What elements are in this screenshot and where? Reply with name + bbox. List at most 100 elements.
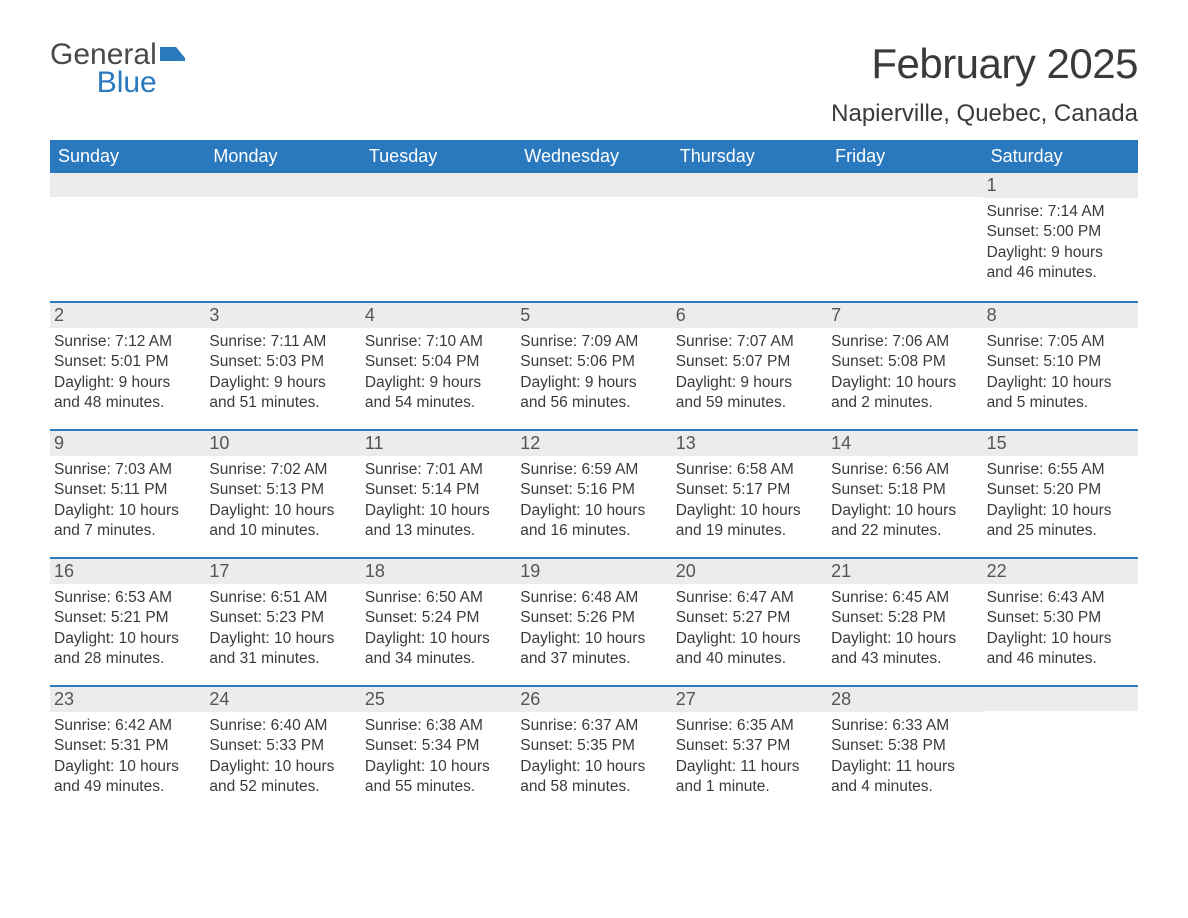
day-number-row: 8 xyxy=(983,303,1138,328)
day-sunset: Sunset: 5:33 PM xyxy=(209,736,352,756)
day-day2: and 5 minutes. xyxy=(987,393,1130,413)
title-block: February 2025 Napierville, Quebec, Canad… xyxy=(831,40,1138,136)
day-number: 2 xyxy=(54,305,64,325)
calendar-day: 24Sunrise: 6:40 AMSunset: 5:33 PMDayligh… xyxy=(205,687,360,813)
weekday-header: Wednesday xyxy=(516,140,671,173)
day-sunrise: Sunrise: 6:38 AM xyxy=(365,716,508,736)
day-number: 21 xyxy=(831,561,851,581)
calendar-day: 5Sunrise: 7:09 AMSunset: 5:06 PMDaylight… xyxy=(516,303,671,429)
day-sunrise: Sunrise: 7:09 AM xyxy=(520,332,663,352)
day-sunset: Sunset: 5:03 PM xyxy=(209,352,352,372)
day-number: 16 xyxy=(54,561,74,581)
day-number-row: 17 xyxy=(205,559,360,584)
day-number: 18 xyxy=(365,561,385,581)
day-sunrise: Sunrise: 6:45 AM xyxy=(831,588,974,608)
day-day2: and 4 minutes. xyxy=(831,777,974,797)
day-sunset: Sunset: 5:06 PM xyxy=(520,352,663,372)
calendar-day: 10Sunrise: 7:02 AMSunset: 5:13 PMDayligh… xyxy=(205,431,360,557)
day-number-row: 28 xyxy=(827,687,982,712)
day-day2: and 56 minutes. xyxy=(520,393,663,413)
day-number: 27 xyxy=(676,689,696,709)
day-day1: Daylight: 10 hours xyxy=(520,629,663,649)
day-sunrise: Sunrise: 6:33 AM xyxy=(831,716,974,736)
day-day2: and 25 minutes. xyxy=(987,521,1130,541)
day-sunrise: Sunrise: 6:55 AM xyxy=(987,460,1130,480)
calendar-day-empty xyxy=(672,173,827,301)
weekday-header: Saturday xyxy=(983,140,1138,173)
day-number-row xyxy=(205,173,360,197)
calendar-day: 13Sunrise: 6:58 AMSunset: 5:17 PMDayligh… xyxy=(672,431,827,557)
day-day2: and 2 minutes. xyxy=(831,393,974,413)
weekday-header: Friday xyxy=(827,140,982,173)
day-number-row: 10 xyxy=(205,431,360,456)
day-number-row xyxy=(827,173,982,197)
day-number-row xyxy=(50,173,205,197)
day-sunrise: Sunrise: 7:14 AM xyxy=(987,202,1130,222)
day-sunset: Sunset: 5:08 PM xyxy=(831,352,974,372)
day-day1: Daylight: 10 hours xyxy=(365,629,508,649)
calendar-day: 14Sunrise: 6:56 AMSunset: 5:18 PMDayligh… xyxy=(827,431,982,557)
day-day1: Daylight: 9 hours xyxy=(365,373,508,393)
calendar-day-empty xyxy=(205,173,360,301)
calendar-day: 11Sunrise: 7:01 AMSunset: 5:14 PMDayligh… xyxy=(361,431,516,557)
calendar-day: 18Sunrise: 6:50 AMSunset: 5:24 PMDayligh… xyxy=(361,559,516,685)
day-number-row: 1 xyxy=(983,173,1138,198)
day-sunrise: Sunrise: 6:53 AM xyxy=(54,588,197,608)
day-number: 3 xyxy=(209,305,219,325)
day-day2: and 28 minutes. xyxy=(54,649,197,669)
calendar-day: 7Sunrise: 7:06 AMSunset: 5:08 PMDaylight… xyxy=(827,303,982,429)
day-day1: Daylight: 10 hours xyxy=(987,373,1130,393)
calendar-day: 25Sunrise: 6:38 AMSunset: 5:34 PMDayligh… xyxy=(361,687,516,813)
day-sunset: Sunset: 5:26 PM xyxy=(520,608,663,628)
day-day2: and 7 minutes. xyxy=(54,521,197,541)
day-sunset: Sunset: 5:11 PM xyxy=(54,480,197,500)
day-day2: and 46 minutes. xyxy=(987,263,1130,283)
day-number: 24 xyxy=(209,689,229,709)
day-sunset: Sunset: 5:23 PM xyxy=(209,608,352,628)
calendar-day: 20Sunrise: 6:47 AMSunset: 5:27 PMDayligh… xyxy=(672,559,827,685)
day-day2: and 34 minutes. xyxy=(365,649,508,669)
day-sunrise: Sunrise: 6:43 AM xyxy=(987,588,1130,608)
day-sunrise: Sunrise: 7:11 AM xyxy=(209,332,352,352)
day-sunrise: Sunrise: 7:12 AM xyxy=(54,332,197,352)
day-day2: and 40 minutes. xyxy=(676,649,819,669)
day-sunset: Sunset: 5:18 PM xyxy=(831,480,974,500)
day-day1: Daylight: 10 hours xyxy=(831,629,974,649)
day-sunset: Sunset: 5:28 PM xyxy=(831,608,974,628)
calendar-day: 28Sunrise: 6:33 AMSunset: 5:38 PMDayligh… xyxy=(827,687,982,813)
day-day2: and 22 minutes. xyxy=(831,521,974,541)
day-day2: and 55 minutes. xyxy=(365,777,508,797)
day-day2: and 49 minutes. xyxy=(54,777,197,797)
day-sunrise: Sunrise: 6:42 AM xyxy=(54,716,197,736)
day-sunset: Sunset: 5:27 PM xyxy=(676,608,819,628)
day-sunset: Sunset: 5:38 PM xyxy=(831,736,974,756)
calendar-day: 3Sunrise: 7:11 AMSunset: 5:03 PMDaylight… xyxy=(205,303,360,429)
day-number: 1 xyxy=(987,175,997,195)
day-day1: Daylight: 9 hours xyxy=(987,243,1130,263)
day-sunset: Sunset: 5:16 PM xyxy=(520,480,663,500)
calendar-day: 1Sunrise: 7:14 AMSunset: 5:00 PMDaylight… xyxy=(983,173,1138,301)
day-day1: Daylight: 11 hours xyxy=(676,757,819,777)
day-day1: Daylight: 10 hours xyxy=(831,501,974,521)
day-number-row: 18 xyxy=(361,559,516,584)
day-day2: and 52 minutes. xyxy=(209,777,352,797)
day-sunrise: Sunrise: 7:02 AM xyxy=(209,460,352,480)
day-sunset: Sunset: 5:34 PM xyxy=(365,736,508,756)
day-number: 17 xyxy=(209,561,229,581)
day-number-row: 12 xyxy=(516,431,671,456)
day-sunrise: Sunrise: 7:05 AM xyxy=(987,332,1130,352)
day-sunrise: Sunrise: 6:51 AM xyxy=(209,588,352,608)
day-number: 25 xyxy=(365,689,385,709)
day-number: 14 xyxy=(831,433,851,453)
calendar-day: 8Sunrise: 7:05 AMSunset: 5:10 PMDaylight… xyxy=(983,303,1138,429)
day-number-row: 9 xyxy=(50,431,205,456)
calendar-day-empty xyxy=(983,687,1138,813)
day-day1: Daylight: 10 hours xyxy=(209,757,352,777)
weekday-header: Sunday xyxy=(50,140,205,173)
weekday-header-row: SundayMondayTuesdayWednesdayThursdayFrid… xyxy=(50,140,1138,173)
day-sunrise: Sunrise: 7:01 AM xyxy=(365,460,508,480)
day-number: 22 xyxy=(987,561,1007,581)
calendar-day: 23Sunrise: 6:42 AMSunset: 5:31 PMDayligh… xyxy=(50,687,205,813)
day-sunrise: Sunrise: 7:06 AM xyxy=(831,332,974,352)
calendar-day: 27Sunrise: 6:35 AMSunset: 5:37 PMDayligh… xyxy=(672,687,827,813)
